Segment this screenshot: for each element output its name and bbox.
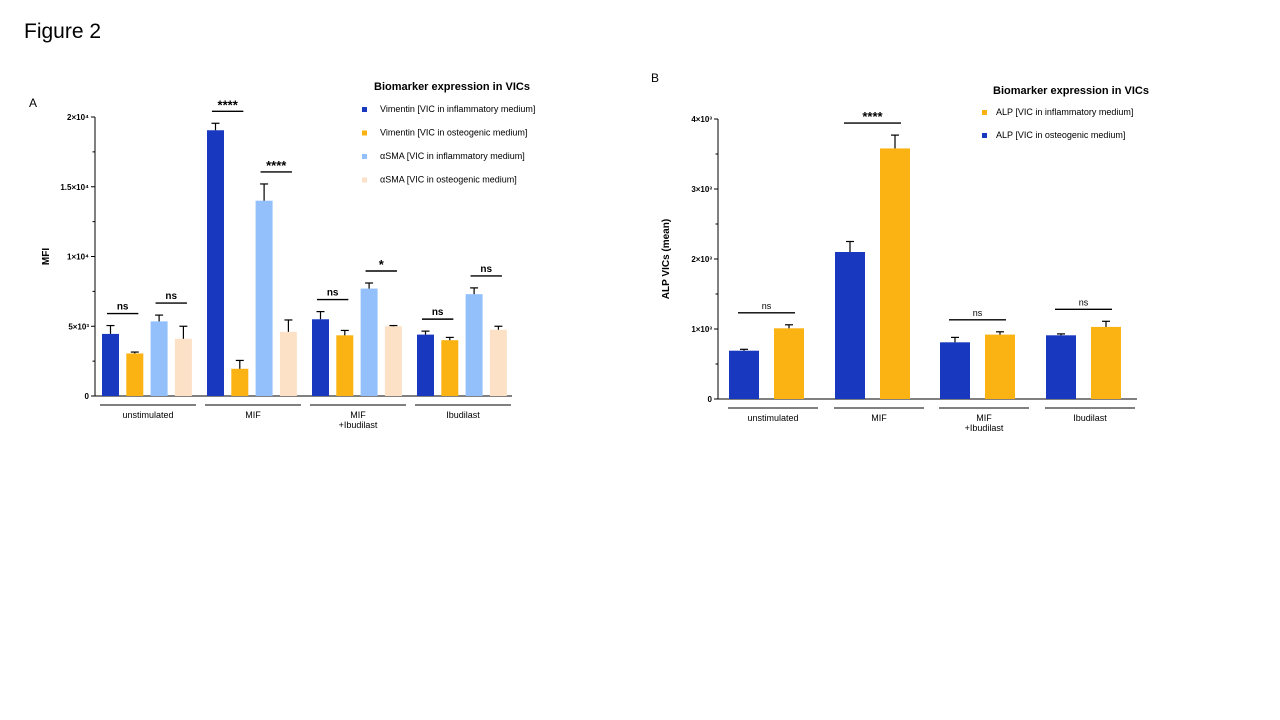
bar [102, 333, 119, 396]
legend-swatch [362, 177, 367, 183]
bar [279, 331, 297, 396]
bar [384, 326, 402, 396]
chart-title: Biomarker expression in VICs [374, 81, 530, 93]
legend-swatch [982, 133, 987, 138]
y-tick-label: 5×10³ [68, 322, 89, 331]
significance-label: **** [266, 158, 287, 173]
bar [985, 334, 1015, 399]
significance-label: ns [117, 302, 129, 313]
legend-label: Vimentin [VIC in osteogenic medium] [380, 128, 527, 138]
significance-label: ns [762, 301, 772, 311]
category-label: MIF [871, 413, 887, 423]
bar [465, 294, 483, 396]
category-label: Ibudilast [1073, 413, 1107, 423]
y-axis-label: MFI [41, 248, 52, 265]
y-axis-label: ALP VICs (mean) [661, 219, 672, 299]
category-label: MIF [245, 410, 261, 420]
bar [940, 342, 970, 399]
bar [126, 353, 144, 396]
significance-label: ns [165, 291, 177, 302]
category-label: unstimulated [747, 413, 798, 423]
bar [1046, 335, 1076, 399]
category-label: MIF [976, 413, 992, 423]
category-label: Ibudilast [446, 410, 480, 420]
y-tick-label: 1×10⁴ [67, 253, 89, 262]
significance-label: ns [480, 264, 492, 275]
bar [336, 335, 354, 396]
y-tick-label: 0 [708, 395, 713, 404]
bar [417, 334, 434, 396]
legend-label: Vimentin [VIC in inflammatory medium] [380, 104, 535, 114]
y-tick-label: 4×10³ [691, 115, 712, 124]
bar [774, 328, 804, 399]
bar [441, 340, 459, 396]
panel-a-letter: A [29, 96, 38, 110]
legend-swatch [982, 110, 987, 115]
y-tick-label: 2×10³ [691, 255, 712, 264]
panel-a-chart: Biomarker expression in VICs 0 5×10³ 1×10⁴ 1… [41, 81, 535, 430]
bar [255, 200, 273, 396]
legend-swatch [362, 154, 367, 159]
bar [360, 288, 378, 396]
category-label: +Ibudilast [339, 420, 378, 430]
significance-label: ns [327, 288, 339, 299]
chart-title: Biomarker expression in VICs [993, 85, 1149, 97]
bar [150, 321, 168, 396]
bar [231, 368, 249, 396]
y-tick-label: 1×10³ [691, 325, 712, 334]
category-label: +Ibudilast [965, 423, 1004, 433]
bar [174, 338, 192, 396]
category-label: MIF [350, 410, 366, 420]
bar [880, 148, 910, 399]
significance-label: **** [862, 109, 883, 124]
bar [207, 130, 224, 396]
bar [729, 350, 759, 399]
significance-label: ns [432, 307, 444, 318]
legend-label: αSMA [VIC in inflammatory medium] [380, 151, 525, 161]
bar [1091, 326, 1121, 399]
y-tick-label: 0 [85, 392, 90, 401]
y-tick-label: 1.5×10⁴ [60, 183, 89, 192]
legend-label: ALP [VIC in osteogenic medium] [996, 130, 1125, 140]
significance-label: ns [1079, 297, 1089, 307]
figure-title: Figure 2 [24, 20, 102, 43]
panel-b-chart: Biomarker expression in VICs 0 1×10³ 2×10³ 3… [661, 85, 1149, 433]
y-tick-label: 2×10⁴ [67, 113, 89, 122]
legend-label: ALP [VIC in inflammatory medium] [996, 107, 1133, 117]
bar [835, 252, 865, 399]
bar [489, 329, 507, 396]
significance-label: ns [973, 308, 983, 318]
panel-b-letter: B [651, 71, 660, 85]
significance-label: * [379, 257, 385, 272]
legend-swatch [362, 130, 367, 136]
category-label: unstimulated [122, 410, 173, 420]
legend-label: αSMA [VIC in osteogenic medium] [380, 175, 517, 185]
significance-label: **** [218, 97, 239, 112]
legend-swatch [362, 107, 367, 112]
y-tick-label: 3×10³ [691, 185, 712, 194]
bar [312, 319, 329, 396]
